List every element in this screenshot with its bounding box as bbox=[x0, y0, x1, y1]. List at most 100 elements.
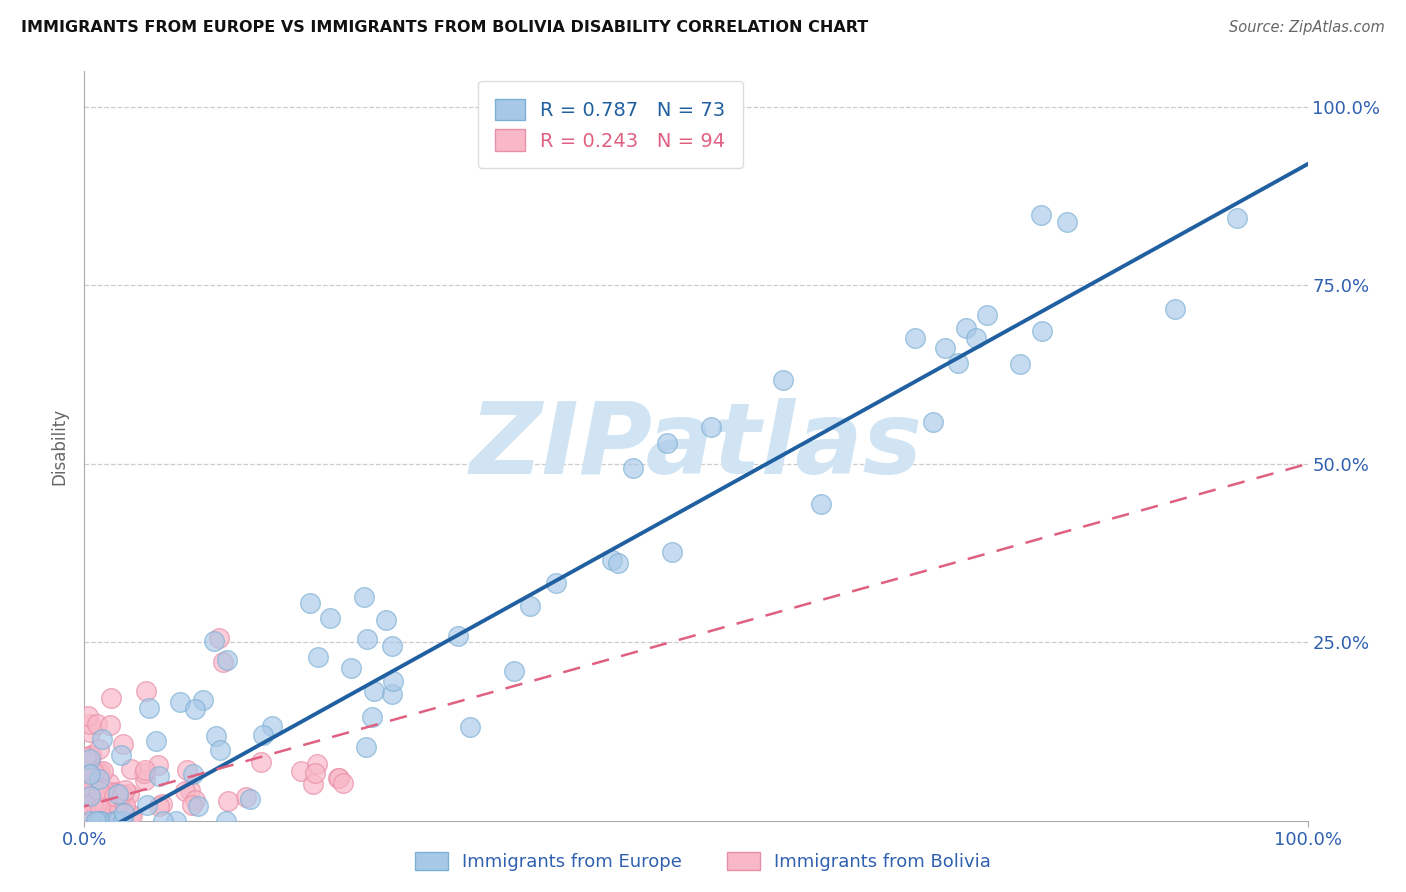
Point bbox=[77, 767, 100, 781]
Point bbox=[112, 737, 135, 751]
Point bbox=[304, 766, 326, 780]
Point bbox=[135, 798, 157, 813]
Point bbox=[120, 762, 142, 776]
Point bbox=[90, 790, 112, 805]
Point bbox=[79, 767, 101, 781]
Point bbox=[205, 729, 228, 743]
Point bbox=[148, 769, 170, 783]
Point bbox=[290, 764, 312, 779]
Point bbox=[307, 756, 329, 771]
Point bbox=[75, 800, 97, 814]
Point bbox=[75, 812, 97, 826]
Point bbox=[103, 814, 125, 828]
Point bbox=[114, 783, 136, 797]
Point bbox=[120, 808, 142, 822]
Point bbox=[79, 814, 101, 828]
Point bbox=[1008, 357, 1031, 371]
Point bbox=[86, 788, 108, 802]
Point bbox=[1029, 208, 1052, 222]
Text: ZIPatlas: ZIPatlas bbox=[470, 398, 922, 494]
Point bbox=[114, 798, 136, 813]
Point bbox=[77, 811, 100, 825]
Point bbox=[87, 772, 110, 786]
Point bbox=[657, 435, 679, 450]
Point bbox=[381, 639, 404, 653]
Point bbox=[375, 613, 398, 627]
Point bbox=[145, 734, 167, 748]
Point bbox=[239, 791, 262, 805]
Point bbox=[112, 814, 135, 828]
Point bbox=[217, 795, 239, 809]
Point bbox=[118, 787, 141, 801]
Point bbox=[215, 814, 238, 828]
Point bbox=[328, 771, 350, 785]
Point bbox=[87, 766, 110, 780]
Point bbox=[326, 771, 349, 785]
Point bbox=[89, 794, 111, 808]
Point bbox=[661, 545, 683, 559]
Point bbox=[260, 719, 283, 733]
Point bbox=[519, 599, 541, 613]
Point bbox=[447, 629, 470, 643]
Point bbox=[89, 801, 111, 815]
Point bbox=[111, 807, 134, 822]
Point bbox=[1031, 324, 1053, 338]
Point bbox=[700, 420, 723, 434]
Point bbox=[75, 789, 97, 804]
Point bbox=[606, 556, 628, 570]
Point bbox=[79, 752, 101, 766]
Point bbox=[976, 308, 998, 322]
Point bbox=[922, 415, 945, 429]
Point bbox=[1226, 211, 1249, 225]
Point bbox=[955, 321, 977, 335]
Point bbox=[104, 803, 127, 817]
Point bbox=[79, 782, 101, 797]
Point bbox=[105, 797, 128, 812]
Point bbox=[363, 684, 385, 698]
Point bbox=[934, 341, 956, 355]
Point bbox=[111, 793, 134, 807]
Text: Source: ZipAtlas.com: Source: ZipAtlas.com bbox=[1229, 20, 1385, 35]
Point bbox=[502, 665, 524, 679]
Point bbox=[1164, 301, 1187, 316]
Point bbox=[181, 767, 204, 781]
Point bbox=[87, 742, 110, 756]
Point bbox=[76, 778, 98, 792]
Point bbox=[132, 765, 155, 780]
Point bbox=[208, 632, 231, 646]
Point bbox=[187, 798, 209, 813]
Point bbox=[381, 687, 404, 701]
Point bbox=[772, 373, 794, 387]
Point bbox=[332, 776, 354, 790]
Point bbox=[96, 804, 118, 818]
Point bbox=[75, 797, 97, 812]
Point bbox=[340, 661, 363, 675]
Point bbox=[176, 764, 198, 778]
Point bbox=[621, 460, 644, 475]
Point bbox=[252, 728, 274, 742]
Point bbox=[354, 739, 377, 754]
Point bbox=[100, 690, 122, 705]
Point bbox=[381, 673, 404, 688]
Point bbox=[77, 807, 100, 822]
Point bbox=[80, 771, 103, 785]
Point bbox=[174, 784, 197, 798]
Point bbox=[91, 808, 114, 822]
Point bbox=[77, 708, 100, 723]
Point bbox=[76, 800, 98, 814]
Point bbox=[112, 806, 135, 821]
Point bbox=[105, 814, 128, 828]
Point bbox=[150, 797, 173, 811]
Point bbox=[1056, 215, 1078, 229]
Point bbox=[249, 755, 271, 769]
Point bbox=[121, 807, 143, 822]
Point bbox=[90, 814, 112, 828]
Point bbox=[80, 811, 103, 825]
Point bbox=[191, 693, 214, 707]
Point bbox=[83, 765, 105, 780]
Point bbox=[965, 330, 987, 344]
Point bbox=[91, 764, 114, 778]
Point bbox=[148, 799, 170, 814]
Point bbox=[75, 808, 97, 822]
Point bbox=[90, 732, 112, 747]
